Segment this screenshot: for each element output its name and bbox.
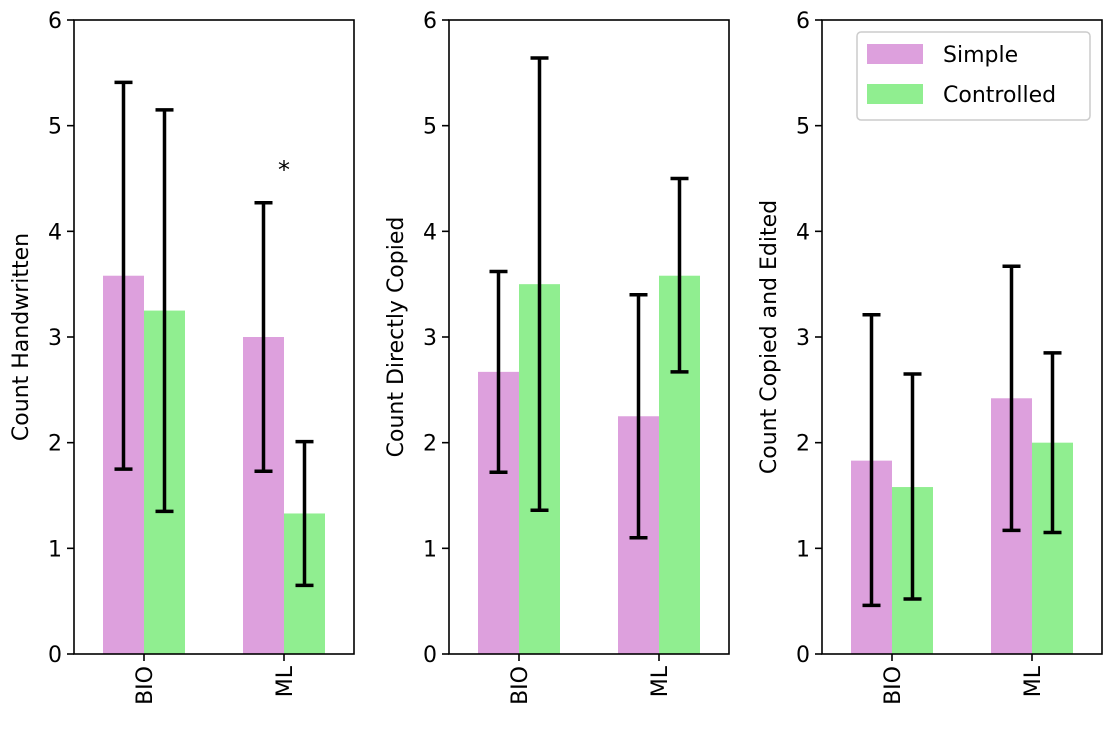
y-tick-label: 6 xyxy=(796,9,810,34)
error-bar-simple-bio xyxy=(489,269,508,475)
y-tick-label: 0 xyxy=(796,643,810,668)
y-axis-label: Count Copied and Edited xyxy=(757,200,782,474)
y-tick-label: 1 xyxy=(48,537,62,562)
y-tick-label: 6 xyxy=(48,9,62,34)
significance-marker: * xyxy=(278,156,290,184)
error-bar-controlled-bio xyxy=(903,372,922,601)
error-bar-simple-ml xyxy=(629,292,648,540)
y-tick-label: 2 xyxy=(796,432,810,457)
x-tick-label-bio: BIO xyxy=(508,666,533,705)
y-axis-label: Count Directly Copied xyxy=(384,217,409,458)
y-tick-label: 0 xyxy=(423,643,437,668)
subplot-1: * 0 1 2 3 4 5 6 BIO ML Count Handwritten xyxy=(9,9,355,705)
y-tick-label: 2 xyxy=(423,432,437,457)
y-tick-label: 5 xyxy=(48,115,62,140)
error-bar-simple-ml xyxy=(254,201,273,473)
error-bar-simple-ml xyxy=(1002,264,1021,533)
error-bar-controlled-bio xyxy=(530,56,549,513)
y-tick-label: 3 xyxy=(423,326,437,351)
legend-swatch-controlled xyxy=(867,84,923,104)
error-bar-controlled-ml xyxy=(295,439,314,588)
legend-label-controlled: Controlled xyxy=(943,83,1056,108)
y-tick-label: 3 xyxy=(796,326,810,351)
x-tick-label-bio: BIO xyxy=(133,666,158,705)
x-tick-label-ml: ML xyxy=(1021,665,1046,697)
error-bar-simple-bio xyxy=(862,313,881,608)
error-bar-controlled-bio xyxy=(155,108,174,514)
y-tick-label: 5 xyxy=(423,115,437,140)
legend-label-simple: Simple xyxy=(943,43,1018,68)
error-bar-controlled-ml xyxy=(1043,351,1062,535)
x-tick-label-ml: ML xyxy=(648,665,673,697)
y-tick-label: 4 xyxy=(423,220,437,245)
legend-swatch-simple xyxy=(867,44,923,64)
y-tick-label: 4 xyxy=(48,220,62,245)
error-bar-simple-bio xyxy=(114,80,133,471)
error-bar-controlled-ml xyxy=(670,176,689,374)
y-tick-label: 1 xyxy=(423,537,437,562)
legend: Simple Controlled xyxy=(856,31,1091,121)
x-tick-label-bio: BIO xyxy=(881,666,906,705)
y-tick-label: 1 xyxy=(796,537,810,562)
y-tick-label: 2 xyxy=(48,432,62,457)
y-tick-label: 5 xyxy=(796,115,810,140)
chart-panels: * 0 1 2 3 4 5 6 BIO ML Count Handwritten 0 1 2 3 4 5 6 BIO… xyxy=(9,9,1103,705)
subplot-2: 0 1 2 3 4 5 6 BIO ML Count Directly Copied xyxy=(384,9,730,705)
y-tick-label: 3 xyxy=(48,326,62,351)
y-tick-label: 0 xyxy=(48,643,62,668)
y-tick-label: 6 xyxy=(423,9,437,34)
subplot-3: 0 1 2 3 4 5 6 BIO ML Count Copied and Edited xyxy=(757,9,1103,705)
x-tick-label-ml: ML xyxy=(273,665,298,697)
y-tick-label: 4 xyxy=(796,220,810,245)
y-axis-label: Count Handwritten xyxy=(9,233,34,441)
